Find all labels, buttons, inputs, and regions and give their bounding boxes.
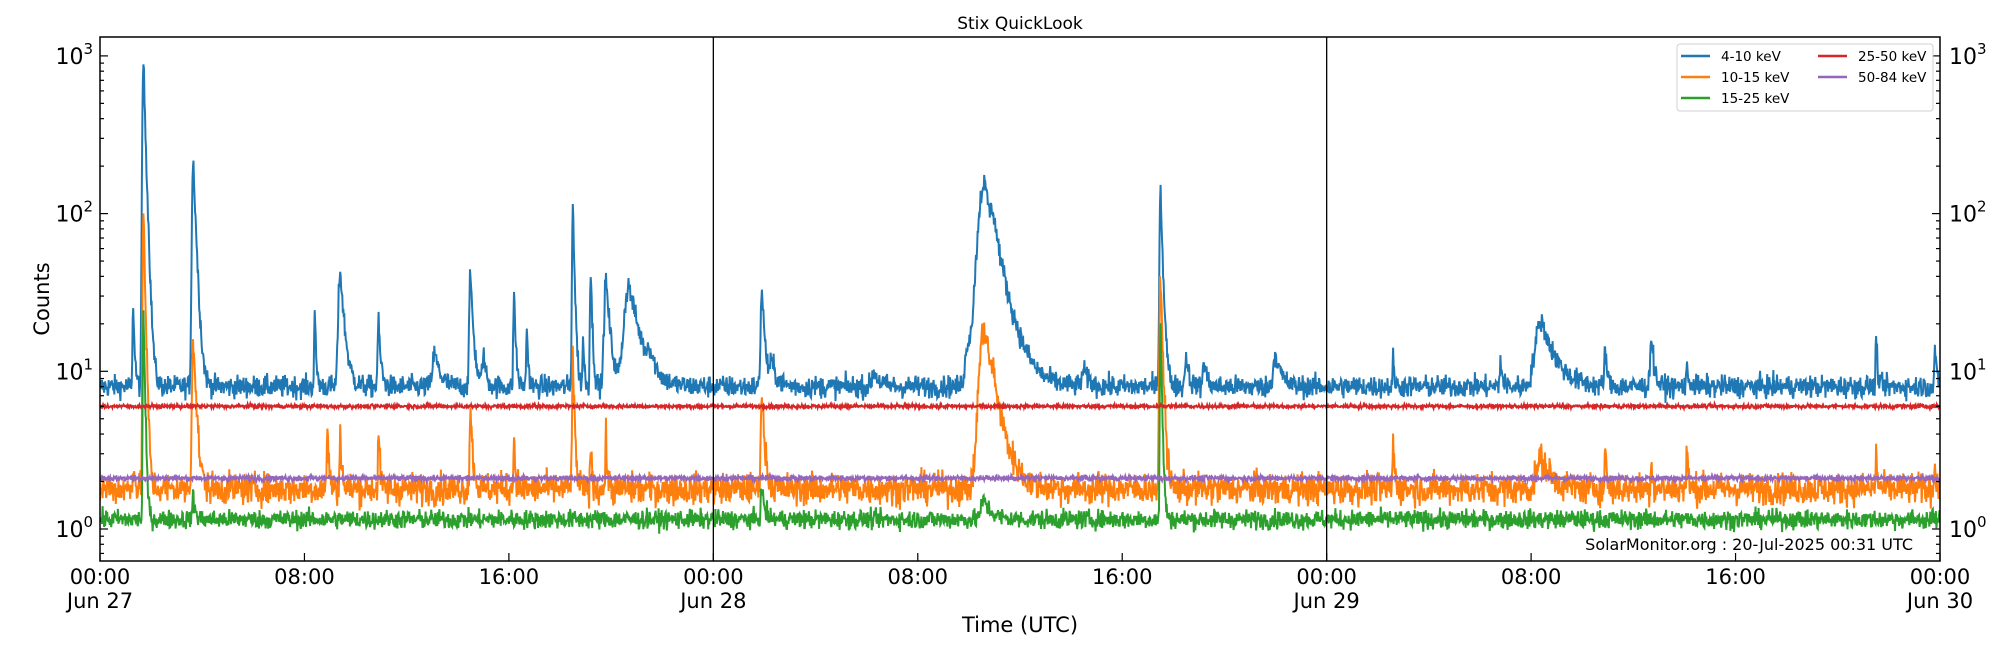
x-tick-label: 08:00 [274, 565, 335, 589]
y-axis-label: Counts [30, 262, 54, 335]
y-tick-label-right: 102 [1949, 198, 1987, 228]
y-tick-base: 10 [1949, 360, 1977, 385]
x-tick-label: 08:00 [1501, 565, 1562, 589]
y-tick-base: 10 [55, 45, 83, 70]
plot-frame [99, 36, 1941, 562]
series-line-50-84-kev [100, 471, 1940, 486]
y-tick-exponent: 0 [1977, 513, 1987, 531]
x-tick-label: 00:00 [70, 565, 131, 589]
x-tick-label: 00:00 [1296, 565, 1357, 589]
x-tick-label: 08:00 [888, 565, 949, 589]
legend-label: 15-25 keV [1721, 91, 1790, 107]
chart-title: Stix QuickLook [957, 14, 1083, 34]
y-tick-exponent: 2 [1977, 198, 1987, 216]
y-tick-label-right: 100 [1949, 513, 1987, 543]
y-tick-exponent: 2 [83, 198, 93, 216]
legend-box [1676, 43, 1934, 112]
y-tick-exponent: 1 [83, 355, 93, 373]
x-tick-date-label: Jun 27 [65, 589, 133, 613]
series-layer [100, 64, 1940, 534]
annotation: SolarMonitor.org : 20-Jul-2025 00:31 UTC [1585, 535, 1913, 554]
legend: 4-10 keV 10-15 keV 15-25 keV 25-50 keV 50-84… [1676, 43, 1934, 112]
y-tick-base: 10 [55, 203, 83, 228]
legend-label: 50-84 keV [1858, 70, 1927, 86]
y-tick-base: 10 [1949, 203, 1977, 228]
legend-label: 25-50 keV [1858, 49, 1927, 65]
y-tick-label-left: 102 [55, 198, 93, 228]
y-tick-label-right: 101 [1949, 355, 1987, 385]
x-axis-label: Time (UTC) [961, 613, 1078, 637]
series-line-10-15-kev [100, 213, 1940, 511]
legend-label: 4-10 keV [1721, 49, 1782, 65]
y-tick-base: 10 [55, 518, 83, 543]
x-tick-label: 16:00 [1092, 565, 1153, 589]
y-tick-label-right: 103 [1949, 40, 1987, 70]
legend-label: 10-15 keV [1721, 70, 1790, 86]
series-line-4-10-kev [100, 64, 1940, 403]
y-tick-base: 10 [55, 360, 83, 385]
y-tick-base: 10 [1949, 45, 1977, 70]
series-line-25-50-kev [100, 399, 1940, 413]
y-tick-label-left: 103 [55, 40, 93, 70]
y-tick-exponent: 0 [83, 513, 93, 531]
x-tick-label: 16:00 [1705, 565, 1766, 589]
y-tick-exponent: 3 [83, 40, 93, 58]
x-tick-date-label: Jun 29 [1292, 589, 1360, 613]
x-tick-label: 00:00 [683, 565, 744, 589]
x-tick-date-label: Jun 30 [1905, 589, 1973, 613]
y-tick-exponent: 3 [1977, 40, 1987, 58]
y-tick-label-left: 100 [55, 513, 93, 543]
series-line-15-25-kev [100, 310, 1940, 534]
x-tick-label: 00:00 [1910, 565, 1971, 589]
y-tick-label-left: 101 [55, 355, 93, 385]
y-tick-exponent: 1 [1977, 355, 1987, 373]
x-tick-date-label: Jun 28 [678, 589, 746, 613]
y-tick-base: 10 [1949, 518, 1977, 543]
x-tick-label: 16:00 [479, 565, 540, 589]
